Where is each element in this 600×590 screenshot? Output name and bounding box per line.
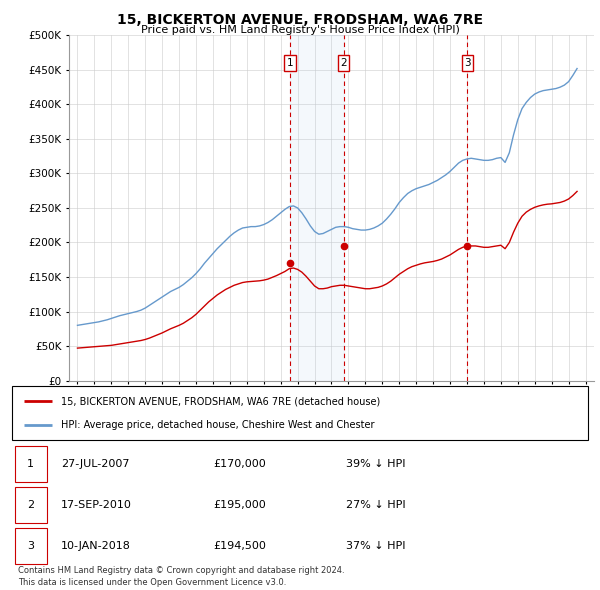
Bar bbox=[15, 487, 47, 523]
Bar bbox=[290, 35, 344, 381]
Text: 15, BICKERTON AVENUE, FRODSHAM, WA6 7RE (detached house): 15, BICKERTON AVENUE, FRODSHAM, WA6 7RE … bbox=[61, 396, 380, 407]
Text: This data is licensed under the Open Government Licence v3.0.: This data is licensed under the Open Gov… bbox=[18, 578, 286, 587]
Text: 37% ↓ HPI: 37% ↓ HPI bbox=[346, 542, 406, 551]
Text: £194,500: £194,500 bbox=[214, 542, 266, 551]
Text: £195,000: £195,000 bbox=[214, 500, 266, 510]
Text: Price paid vs. HM Land Registry's House Price Index (HPI): Price paid vs. HM Land Registry's House … bbox=[140, 25, 460, 35]
Bar bbox=[15, 445, 47, 482]
Text: 17-SEP-2010: 17-SEP-2010 bbox=[61, 500, 132, 510]
Text: Contains HM Land Registry data © Crown copyright and database right 2024.: Contains HM Land Registry data © Crown c… bbox=[18, 566, 344, 575]
Text: 15, BICKERTON AVENUE, FRODSHAM, WA6 7RE: 15, BICKERTON AVENUE, FRODSHAM, WA6 7RE bbox=[117, 13, 483, 27]
Text: 27-JUL-2007: 27-JUL-2007 bbox=[61, 459, 130, 468]
Text: 10-JAN-2018: 10-JAN-2018 bbox=[61, 542, 131, 551]
Text: 27% ↓ HPI: 27% ↓ HPI bbox=[346, 500, 406, 510]
Text: 3: 3 bbox=[464, 58, 471, 68]
Bar bbox=[15, 528, 47, 565]
Text: 1: 1 bbox=[287, 58, 293, 68]
Text: HPI: Average price, detached house, Cheshire West and Chester: HPI: Average price, detached house, Ches… bbox=[61, 419, 374, 430]
Text: 1: 1 bbox=[27, 459, 34, 468]
Text: 2: 2 bbox=[340, 58, 347, 68]
Text: 3: 3 bbox=[27, 542, 34, 551]
Text: £170,000: £170,000 bbox=[214, 459, 266, 468]
Text: 39% ↓ HPI: 39% ↓ HPI bbox=[346, 459, 406, 468]
Text: 2: 2 bbox=[27, 500, 34, 510]
